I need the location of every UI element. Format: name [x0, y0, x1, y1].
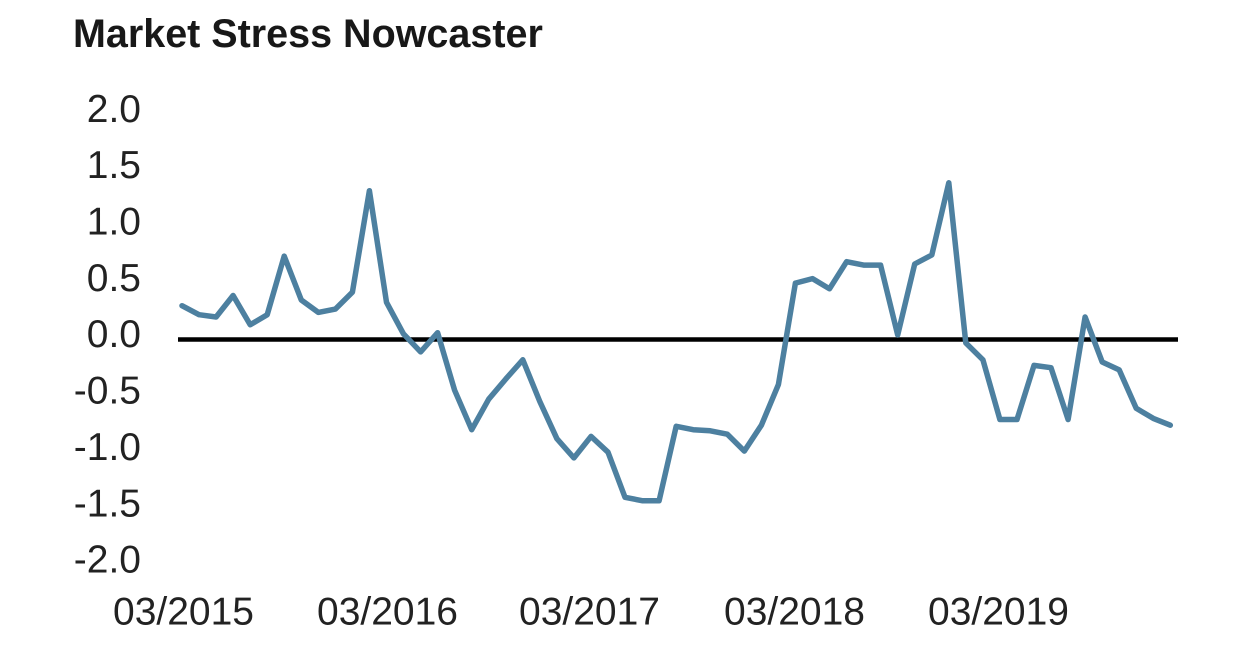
svg-text:03/2016: 03/2016 [317, 590, 458, 633]
svg-text:-1.0: -1.0 [74, 426, 141, 469]
svg-text:03/2018: 03/2018 [724, 590, 865, 633]
svg-text:-0.5: -0.5 [74, 370, 141, 413]
svg-text:03/2015: 03/2015 [113, 590, 254, 633]
svg-text:03/2019: 03/2019 [928, 590, 1069, 633]
svg-text:-2.0: -2.0 [74, 539, 141, 582]
svg-text:03/2017: 03/2017 [519, 590, 660, 633]
svg-text:0.5: 0.5 [87, 257, 141, 300]
svg-text:0.0: 0.0 [87, 313, 141, 356]
svg-text:1.0: 1.0 [87, 200, 141, 243]
svg-text:-1.5: -1.5 [74, 482, 141, 525]
svg-text:2.0: 2.0 [87, 88, 141, 131]
svg-text:1.5: 1.5 [87, 144, 141, 187]
